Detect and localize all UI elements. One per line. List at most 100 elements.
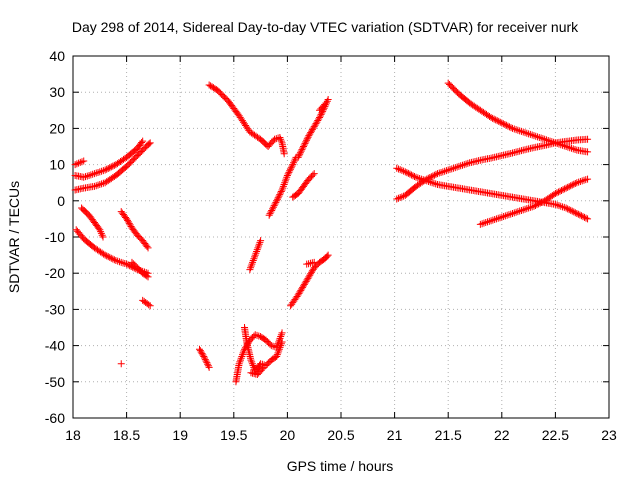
data-point-marker bbox=[82, 173, 90, 181]
data-track bbox=[139, 296, 154, 310]
data-point-marker bbox=[273, 195, 281, 203]
chart-title: Day 298 of 2014, Sidereal Day-to-day VTE… bbox=[72, 19, 579, 35]
data-point-marker bbox=[401, 168, 409, 176]
data-point-marker bbox=[208, 83, 216, 91]
data-point-marker bbox=[531, 201, 539, 209]
data-point-marker bbox=[573, 209, 581, 217]
data-point-marker bbox=[238, 352, 246, 360]
data-point-marker bbox=[254, 244, 262, 252]
data-point-marker bbox=[501, 121, 509, 129]
data-point-marker bbox=[544, 136, 552, 144]
data-track bbox=[205, 81, 288, 158]
data-point-marker bbox=[579, 213, 587, 221]
data-point-marker bbox=[574, 210, 582, 218]
y-tick-label: 40 bbox=[49, 48, 65, 64]
data-point-marker bbox=[309, 171, 317, 179]
data-point-marker bbox=[277, 331, 285, 339]
data-point-marker bbox=[398, 193, 406, 201]
data-point-marker bbox=[104, 253, 112, 261]
data-point-marker bbox=[107, 254, 115, 262]
data-point-marker bbox=[451, 164, 459, 172]
data-point-marker bbox=[200, 352, 208, 360]
data-track bbox=[78, 204, 107, 241]
data-point-marker bbox=[96, 226, 104, 234]
data-point-marker bbox=[313, 118, 321, 126]
data-point-marker bbox=[457, 162, 465, 170]
data-point-marker bbox=[302, 138, 310, 146]
data-point-marker bbox=[94, 181, 102, 189]
data-track bbox=[294, 95, 332, 161]
data-point-marker bbox=[532, 132, 540, 140]
data-track bbox=[195, 345, 213, 371]
data-track bbox=[71, 137, 147, 181]
data-point-marker bbox=[106, 164, 114, 172]
data-point-marker bbox=[89, 170, 97, 178]
data-track bbox=[241, 324, 286, 375]
data-point-marker bbox=[460, 161, 468, 169]
data-point-marker bbox=[484, 218, 492, 226]
data-point-marker bbox=[100, 250, 108, 258]
data-points bbox=[71, 79, 592, 386]
data-point-marker bbox=[324, 251, 332, 259]
data-point-marker bbox=[566, 144, 574, 152]
data-point-marker bbox=[80, 157, 88, 165]
data-point-marker bbox=[310, 123, 318, 131]
data-point-marker bbox=[247, 262, 255, 270]
data-point-marker bbox=[126, 221, 134, 229]
data-point-marker bbox=[209, 84, 217, 92]
data-point-marker bbox=[492, 116, 500, 124]
data-point-marker bbox=[487, 114, 495, 122]
data-point-marker bbox=[304, 133, 312, 141]
data-point-marker bbox=[101, 166, 109, 174]
data-point-marker bbox=[444, 166, 452, 174]
data-track bbox=[128, 258, 152, 281]
data-point-marker bbox=[251, 331, 259, 339]
data-point-marker bbox=[396, 194, 404, 202]
data-point-marker bbox=[296, 149, 304, 157]
data-point-marker bbox=[516, 207, 524, 215]
data-point-marker bbox=[559, 141, 567, 149]
data-point-marker bbox=[567, 144, 575, 152]
data-point-marker bbox=[298, 285, 306, 293]
data-point-marker bbox=[280, 150, 288, 158]
data-point-marker bbox=[406, 170, 414, 178]
data-point-marker bbox=[305, 132, 313, 140]
data-point-marker bbox=[560, 203, 568, 211]
data-point-marker bbox=[104, 164, 112, 172]
data-point-marker bbox=[143, 272, 151, 280]
data-point-marker bbox=[109, 162, 117, 170]
data-point-marker bbox=[283, 171, 291, 179]
data-point-marker bbox=[567, 206, 575, 214]
data-track bbox=[71, 139, 154, 194]
data-point-marker bbox=[266, 210, 274, 218]
data-point-marker bbox=[523, 205, 531, 213]
data-point-marker bbox=[278, 186, 286, 194]
data-point-marker bbox=[577, 212, 585, 220]
data-point-marker bbox=[441, 167, 449, 175]
data-point-marker bbox=[297, 147, 305, 155]
data-point-marker bbox=[569, 145, 577, 153]
data-point-marker bbox=[290, 157, 298, 165]
data-point-marker bbox=[322, 99, 330, 107]
data-point-marker bbox=[251, 251, 259, 259]
data-point-marker bbox=[403, 169, 411, 177]
data-point-marker bbox=[321, 101, 329, 109]
data-point-marker bbox=[485, 217, 493, 225]
data-point-marker bbox=[286, 165, 294, 173]
data-point-marker bbox=[324, 95, 332, 103]
data-point-marker bbox=[71, 161, 79, 169]
data-point-marker bbox=[464, 159, 472, 167]
data-point-marker bbox=[580, 176, 588, 184]
data-point-marker bbox=[530, 132, 538, 140]
y-tick-label: 0 bbox=[57, 193, 65, 209]
data-point-marker bbox=[124, 218, 132, 226]
data-point-marker bbox=[533, 201, 541, 209]
data-point-marker bbox=[304, 274, 312, 282]
data-point-marker bbox=[109, 255, 117, 263]
data-point-marker bbox=[295, 289, 303, 297]
data-point-marker bbox=[276, 334, 284, 342]
data-point-marker bbox=[584, 148, 592, 156]
data-point-marker bbox=[195, 345, 203, 353]
data-point-marker bbox=[197, 348, 205, 356]
data-point-marker bbox=[307, 270, 315, 278]
